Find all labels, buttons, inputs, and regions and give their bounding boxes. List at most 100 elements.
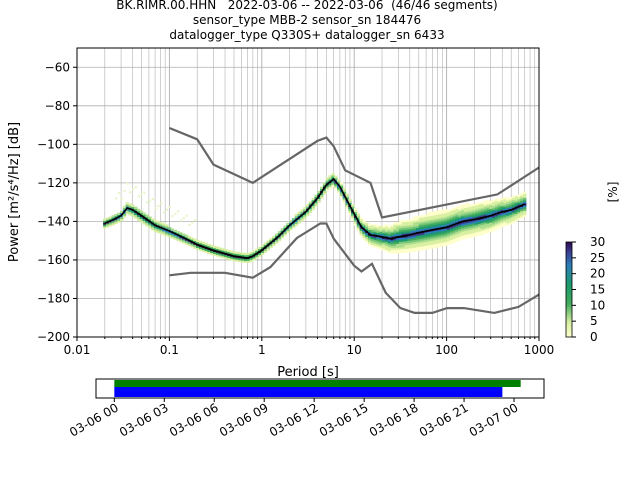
psd-cell [393, 237, 397, 241]
psd-cell [410, 234, 414, 237]
colorbar-tick-label: 30 [590, 235, 605, 249]
psd-cell [280, 234, 285, 237]
psd-cell [393, 230, 397, 233]
psd-cell [122, 207, 127, 210]
psd-cell [514, 207, 518, 211]
psd-cell [511, 195, 516, 199]
psd-cell [441, 234, 445, 237]
psd-cell [463, 207, 468, 210]
psd-cell [480, 203, 485, 206]
psd-cell [311, 203, 316, 206]
psd-cell [368, 243, 372, 246]
psd-cell [345, 204, 349, 208]
psd-cell [128, 209, 132, 212]
psd-cell [483, 218, 487, 221]
psd-cell [500, 207, 504, 210]
psd-cell [404, 246, 409, 249]
psd-cell [325, 177, 330, 180]
psd-cell [413, 220, 417, 223]
psd-cell [486, 213, 490, 216]
psd-cell [432, 213, 437, 216]
psd-cell [396, 233, 400, 237]
psd-cell [500, 217, 504, 220]
psd-cell [114, 215, 118, 219]
psd-cell [387, 250, 392, 254]
psd-cell [469, 231, 473, 234]
psd-cell [218, 249, 223, 252]
psd-cell [390, 243, 394, 247]
psd-cell [506, 205, 510, 209]
psd-cell [508, 210, 513, 213]
psd-cell [413, 241, 417, 244]
psd-cell [520, 202, 524, 206]
psd-cell [418, 234, 423, 238]
psd-cell [444, 212, 448, 216]
psd-cell [246, 260, 251, 263]
psd-cell [441, 213, 445, 216]
psd-cell [303, 216, 307, 220]
psd-cell [429, 217, 434, 220]
psd-cell [469, 225, 473, 229]
psd-cell [511, 205, 516, 208]
psd-cell [198, 246, 203, 250]
psd-cell [401, 221, 406, 225]
psd-cell [475, 230, 479, 233]
psd-cell [446, 215, 451, 219]
psd-cell [424, 237, 428, 241]
psd-cell [348, 200, 352, 204]
psd-cell [224, 254, 228, 258]
psd-cell [486, 223, 490, 226]
psd-cell [460, 233, 465, 236]
psd-cell [393, 251, 397, 254]
psd-cell [514, 196, 518, 199]
psd-cell [410, 230, 414, 233]
psd-cell [229, 256, 234, 259]
psd-cell [382, 228, 386, 232]
psd-cell [331, 173, 335, 176]
psd-cell [427, 212, 431, 215]
psd-cell [379, 233, 383, 236]
psd-cell [438, 237, 442, 240]
psd-cell [401, 244, 406, 248]
psd-cell [136, 216, 141, 219]
psd-cell [477, 211, 482, 215]
psd-cell [151, 218, 155, 221]
coverage-tick-label: 03-06 12 [267, 400, 321, 439]
psd-cell [444, 210, 448, 214]
psd-cell [458, 215, 462, 218]
psd-cell [435, 235, 440, 238]
psd-cell [477, 206, 482, 209]
psd-cell [458, 226, 462, 230]
psd-cell [266, 242, 270, 245]
psd-cell [241, 260, 245, 263]
psd-cell [227, 257, 231, 260]
psd-cell [508, 202, 513, 206]
psd-cell [390, 251, 394, 254]
psd-cell [446, 238, 451, 242]
psd-cell [489, 220, 493, 223]
psd-cell [435, 224, 440, 227]
psd-cell [382, 242, 386, 245]
psd-cell [469, 212, 473, 215]
psd-cell [246, 258, 251, 261]
psd-cell [432, 224, 437, 227]
y-tick-label: −200 [37, 330, 70, 344]
psd-cell [415, 219, 420, 223]
psd-cell [275, 239, 279, 242]
psd-cell [246, 252, 251, 256]
psd-cell-outlier [131, 188, 135, 191]
psd-cell [441, 240, 445, 243]
psd-cell [263, 248, 268, 251]
psd-cell [339, 193, 344, 197]
psd-cell [252, 258, 256, 261]
psd-cell [424, 228, 428, 231]
psd-cell [401, 241, 406, 244]
psd-cell [325, 185, 330, 188]
psd-cell [455, 214, 459, 217]
psd-cell [491, 201, 496, 205]
psd-cell [167, 234, 172, 238]
psd-cell [413, 243, 417, 246]
psd-cell [297, 221, 301, 224]
psd-cell [494, 202, 499, 205]
psd-cell [424, 232, 428, 235]
